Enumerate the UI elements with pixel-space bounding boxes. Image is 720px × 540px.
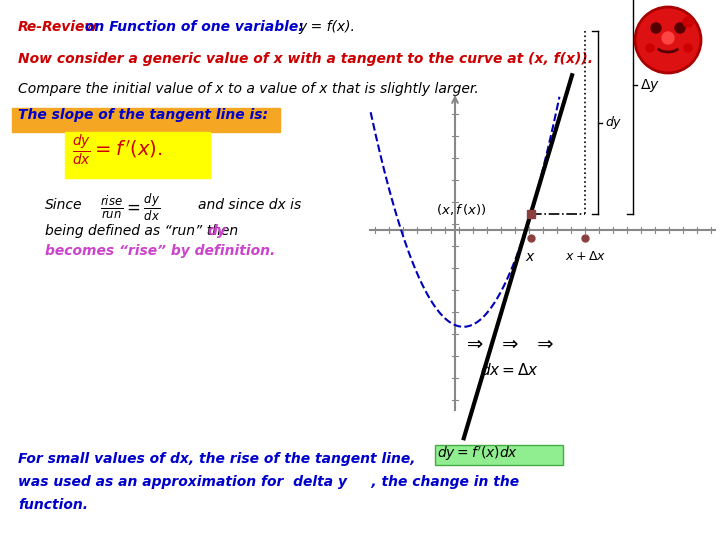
Text: was used as an approximation for  delta y     , the change in the: was used as an approximation for delta y… [18, 475, 519, 489]
Text: For small values of dx, the rise of the tangent line,: For small values of dx, the rise of the … [18, 452, 415, 466]
Text: $\frac{dy}{dx} = f\,^\prime(x).$: $\frac{dy}{dx} = f\,^\prime(x).$ [72, 132, 163, 167]
Circle shape [651, 23, 661, 33]
Text: Since: Since [45, 198, 83, 212]
Text: $(x, f\,(x))$: $(x, f\,(x))$ [436, 201, 487, 217]
FancyBboxPatch shape [12, 108, 280, 132]
Text: The slope of the tangent line is:: The slope of the tangent line is: [18, 108, 268, 122]
Circle shape [635, 7, 701, 73]
Text: Now consider a generic value of x with a tangent to the curve at (x, f(x)).: Now consider a generic value of x with a… [18, 52, 593, 66]
Text: $dx = \Delta x$: $dx = \Delta x$ [480, 362, 539, 378]
Text: $\frac{rise}{run} = \frac{dy}{dx}$: $\frac{rise}{run} = \frac{dy}{dx}$ [100, 192, 160, 224]
Circle shape [646, 44, 654, 52]
FancyBboxPatch shape [435, 445, 563, 465]
Text: on Function of one variable:: on Function of one variable: [80, 20, 304, 34]
Text: function.: function. [18, 498, 88, 512]
Circle shape [683, 17, 693, 27]
Circle shape [662, 32, 674, 44]
Text: $x + \Delta x$: $x + \Delta x$ [564, 250, 606, 263]
Text: $dy = f'(x)dx$: $dy = f'(x)dx$ [437, 445, 518, 463]
Text: and since dx is: and since dx is [198, 198, 301, 212]
Circle shape [675, 23, 685, 33]
FancyBboxPatch shape [65, 132, 210, 178]
Text: $dy$: $dy$ [606, 114, 623, 131]
Text: dy: dy [208, 224, 227, 238]
Text: $\Delta y$: $\Delta y$ [640, 77, 660, 94]
Text: becomes “rise” by definition.: becomes “rise” by definition. [45, 244, 275, 258]
Text: Re-Review: Re-Review [18, 20, 98, 34]
Text: $x$: $x$ [526, 250, 536, 264]
Circle shape [684, 44, 692, 52]
Text: y = f(x).: y = f(x). [298, 20, 355, 34]
Text: ⇒   ⇒   ⇒: ⇒ ⇒ ⇒ [467, 335, 553, 354]
Text: Compare the initial value of x to a value of x that is slightly larger.: Compare the initial value of x to a valu… [18, 82, 479, 96]
Text: being defined as “run” then: being defined as “run” then [45, 224, 243, 238]
